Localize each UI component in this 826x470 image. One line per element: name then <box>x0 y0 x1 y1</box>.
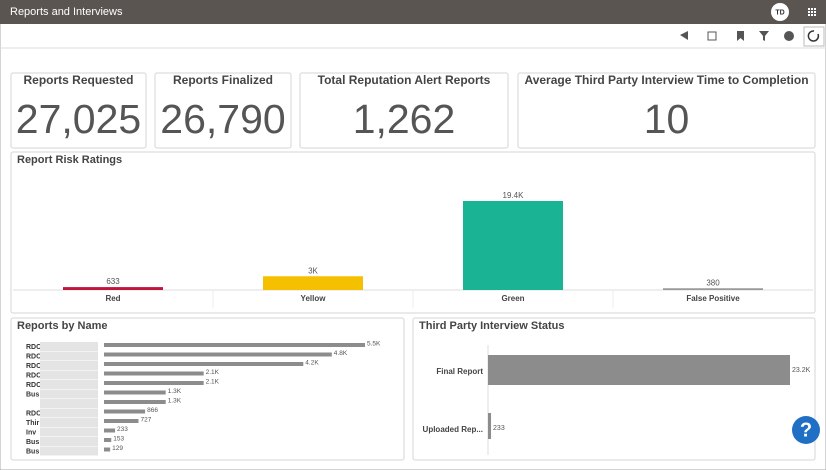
bar <box>104 447 111 452</box>
kpi-label: Reports Requested <box>23 73 133 87</box>
x-tick-label: False Positive <box>686 294 740 303</box>
avatar[interactable] <box>771 3 789 21</box>
redacted-name <box>40 399 98 408</box>
kpi-value: 1,262 <box>353 96 456 142</box>
chart-title: Third Party Interview Status <box>419 320 564 332</box>
redacted-name <box>40 408 98 418</box>
y-tick-label: Final Report <box>436 367 483 376</box>
bar <box>104 428 116 433</box>
panel <box>412 317 816 461</box>
data-label: 2.1K <box>206 379 220 386</box>
data-label: 129 <box>112 445 123 452</box>
y-tick-label: Bus <box>26 448 39 455</box>
data-label: 633 <box>106 277 120 286</box>
panel <box>154 72 292 149</box>
panel <box>517 72 816 149</box>
data-label: 2.1K <box>206 369 220 376</box>
y-tick-label: RDC <box>26 410 41 417</box>
export-icon[interactable] <box>707 31 717 41</box>
bar <box>104 409 146 414</box>
header-title: Reports and Interviews <box>10 6 123 18</box>
bar <box>463 201 563 290</box>
data-label: 4.8K <box>334 350 348 357</box>
bar <box>104 362 304 366</box>
bar <box>263 276 363 290</box>
x-tick-label: Yellow <box>301 294 327 303</box>
chart-title: Reports by Name <box>17 320 107 332</box>
panel <box>10 151 816 314</box>
y-tick-label: Bus <box>26 391 39 398</box>
x-tick-label: Green <box>501 294 524 303</box>
announce-icon[interactable] <box>680 31 688 40</box>
redacted-name <box>40 389 98 399</box>
data-label: 1.3K <box>168 388 182 395</box>
apps-icon[interactable] <box>808 8 816 16</box>
bar <box>104 419 139 423</box>
redacted-name <box>40 437 98 446</box>
header-bar <box>0 0 826 24</box>
bar <box>104 390 166 395</box>
data-label: 5.5K <box>367 341 381 348</box>
bar <box>663 288 763 290</box>
kpi-label: Average Third Party Interview Time to Co… <box>524 73 808 87</box>
kpi-value: 10 <box>644 96 690 142</box>
y-tick-label: Inv <box>26 429 36 436</box>
data-label: 727 <box>140 417 151 424</box>
y-tick-label: RDC <box>26 363 41 370</box>
kpi-label: Total Reputation Alert Reports <box>318 73 491 87</box>
data-label: 23.2K <box>792 367 811 374</box>
redacted-name <box>40 370 98 380</box>
refresh-button[interactable] <box>803 26 825 47</box>
y-tick-label: Uploaded Rep... <box>423 425 483 434</box>
bar <box>488 413 492 439</box>
data-label: 19.4K <box>503 191 525 200</box>
bar <box>63 287 163 290</box>
data-label: 380 <box>706 278 720 287</box>
kpi-value: 26,790 <box>160 96 285 142</box>
help-button[interactable] <box>792 416 820 444</box>
data-label: 1.3K <box>168 398 182 405</box>
toolbar <box>680 26 825 47</box>
x-tick-label: Red <box>105 294 120 303</box>
panel <box>299 72 509 149</box>
bar <box>104 400 166 404</box>
y-tick-label: RDC <box>26 344 41 351</box>
redacted-name <box>40 380 98 389</box>
bar <box>104 371 204 376</box>
y-tick-label: RDC <box>26 372 41 379</box>
filter-icon[interactable] <box>759 31 769 41</box>
help-icon[interactable] <box>784 31 794 41</box>
y-tick-label: Thir <box>26 420 39 427</box>
data-label: 4.2K <box>305 360 319 367</box>
help-button-glyph: ? <box>800 419 812 441</box>
y-tick-label: RDC <box>26 382 41 389</box>
chart-title: Report Risk Ratings <box>17 154 122 166</box>
bar <box>104 343 365 347</box>
avatar-initials: TD <box>775 9 784 16</box>
kpi-label: Reports Finalized <box>173 73 273 87</box>
data-label: 233 <box>117 426 128 433</box>
redacted-name <box>40 351 98 361</box>
data-label: 866 <box>147 407 158 414</box>
kpi-value: 27,025 <box>16 96 141 142</box>
data-label: 233 <box>493 425 505 432</box>
y-tick-label: Bus <box>26 439 39 446</box>
bar <box>488 355 790 385</box>
refresh-icon <box>807 30 820 42</box>
y-tick-label: RDC <box>26 353 41 360</box>
redacted-name <box>40 418 98 427</box>
redacted-name <box>40 361 98 370</box>
bookmark-icon[interactable] <box>737 31 744 41</box>
bar <box>104 352 332 357</box>
bar <box>104 438 112 442</box>
data-label: 3K <box>308 266 318 275</box>
panel <box>10 72 147 149</box>
redacted-name <box>40 446 98 456</box>
redacted-name <box>40 427 98 437</box>
data-label: 153 <box>113 436 124 443</box>
redacted-name <box>40 342 98 351</box>
bar <box>104 381 204 385</box>
